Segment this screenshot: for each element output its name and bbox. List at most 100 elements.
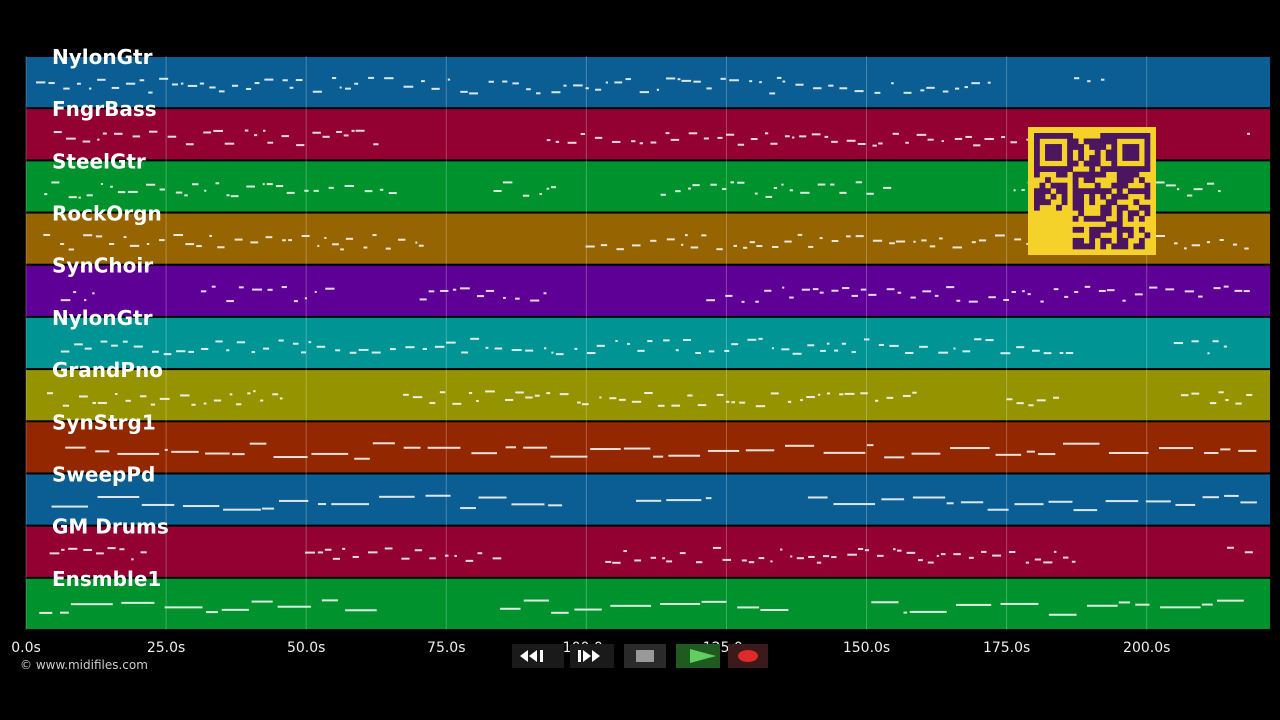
qr-module: [1111, 221, 1118, 228]
qr-module: [1100, 171, 1107, 178]
note: [175, 191, 183, 194]
note: [745, 449, 775, 452]
qr-module: [1078, 226, 1085, 233]
note: [1013, 189, 1016, 192]
qr-module: [1122, 133, 1129, 139]
note: [277, 605, 311, 608]
note: [615, 340, 618, 343]
note: [1053, 288, 1059, 291]
note: [826, 392, 831, 395]
note: [53, 131, 62, 134]
note: [872, 239, 883, 242]
note: [610, 604, 652, 607]
note: [1198, 295, 1203, 298]
note: [503, 296, 506, 299]
note: [180, 82, 184, 85]
note: [789, 189, 793, 192]
note: [1243, 290, 1250, 293]
note: [132, 135, 141, 138]
qr-module: [1072, 138, 1079, 145]
note: [82, 140, 91, 143]
note: [292, 342, 299, 345]
qr-module: [1105, 210, 1112, 217]
note: [305, 551, 316, 554]
note: [824, 135, 829, 138]
note: [226, 300, 234, 303]
qr-module: [1105, 133, 1112, 139]
note: [149, 130, 158, 133]
qr-module: [1034, 166, 1040, 172]
qr-module: [1061, 199, 1068, 206]
qr-module: [1144, 166, 1151, 172]
note: [539, 193, 542, 196]
note: [639, 91, 649, 94]
note: [631, 244, 641, 247]
note: [722, 188, 727, 191]
note: [820, 349, 826, 352]
time-tick-label: 0.0s: [11, 640, 41, 656]
note: [855, 181, 863, 184]
note: [452, 402, 462, 405]
qr-module: [1067, 133, 1073, 139]
qr-module: [1061, 182, 1068, 189]
note: [1174, 242, 1178, 245]
note: [1034, 558, 1042, 561]
note: [1016, 402, 1024, 405]
note: [129, 244, 140, 247]
note: [782, 286, 785, 289]
note: [726, 400, 730, 403]
note: [968, 556, 974, 559]
qr-module: [1072, 199, 1079, 206]
note: [585, 87, 589, 90]
note: [95, 235, 103, 238]
note: [68, 547, 78, 550]
note: [758, 337, 763, 340]
note: [697, 404, 707, 407]
note: [580, 133, 586, 136]
note: [344, 87, 351, 90]
note: [792, 352, 802, 355]
qr-module: [1056, 166, 1062, 172]
note: [758, 557, 765, 560]
qr-module: [1100, 204, 1107, 211]
qr-module: [1072, 226, 1079, 233]
note: [1053, 396, 1060, 399]
time-tick-label: 25.0s: [147, 640, 185, 656]
note: [755, 405, 766, 408]
note: [1216, 599, 1244, 602]
note: [97, 78, 106, 81]
note: [485, 289, 495, 292]
qr-module: [1144, 160, 1151, 167]
note: [51, 181, 60, 184]
note: [1135, 603, 1150, 606]
note: [412, 396, 423, 399]
track-name: NylonGtr: [52, 306, 153, 330]
qr-module: [1100, 193, 1107, 200]
note: [536, 92, 541, 95]
note: [1247, 132, 1251, 135]
rewind-button[interactable]: [512, 644, 564, 668]
note: [1008, 551, 1016, 554]
qr-module: [1061, 188, 1068, 195]
note: [614, 81, 623, 84]
note: [1158, 447, 1194, 450]
qr-module: [1105, 149, 1112, 156]
note: [261, 507, 275, 510]
note: [313, 189, 319, 192]
qr-module: [1138, 133, 1145, 139]
note: [695, 351, 701, 354]
note: [262, 183, 265, 186]
note: [921, 239, 927, 242]
note: [1240, 501, 1257, 504]
note: [159, 77, 169, 80]
note: [1048, 500, 1073, 503]
note: [203, 131, 212, 134]
note: [1065, 352, 1074, 355]
qr-module: [1061, 193, 1068, 200]
note: [351, 129, 355, 132]
note: [367, 551, 378, 554]
qr-module: [1144, 149, 1151, 156]
note: [733, 244, 738, 247]
note: [984, 137, 994, 140]
note: [548, 504, 563, 507]
